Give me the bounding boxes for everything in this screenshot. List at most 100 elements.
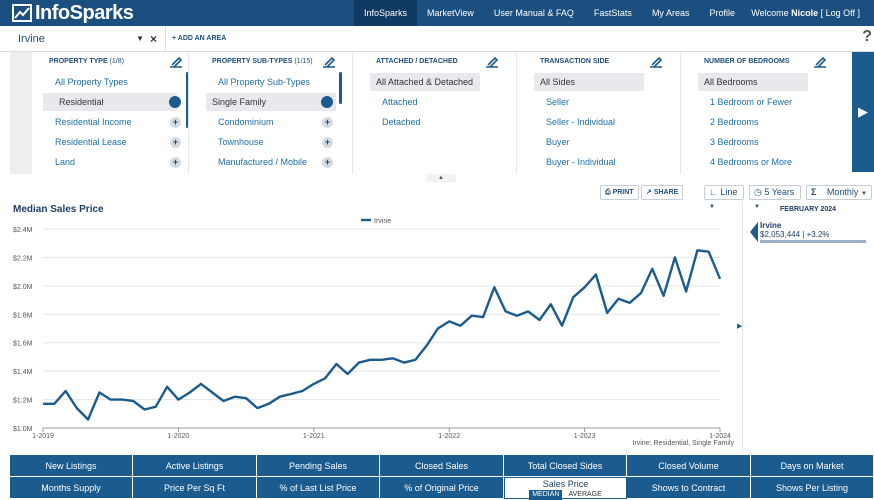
scrollbar[interactable] [186, 72, 189, 128]
collapse-filters-icon[interactable]: ▲ [426, 174, 456, 182]
metric-sales-price[interactable]: Sales Price MEDIAN AVERAGE [504, 477, 627, 500]
expand-side-icon[interactable]: ▶ [737, 323, 743, 330]
nav-marketview[interactable]: MarketView [427, 8, 474, 18]
option-2-bedrooms[interactable]: 2 Bedrooms [710, 117, 759, 127]
share-icon: ↗ [646, 189, 652, 196]
remove-area-icon[interactable]: × [150, 32, 158, 46]
next-filters-arrow-icon[interactable]: ▶ [852, 52, 874, 172]
metric-pct-original-price[interactable]: % of Original Price [380, 477, 504, 499]
divider [516, 52, 517, 174]
time-range-dropdown[interactable]: ◷ 5 Years ▼ [749, 185, 801, 210]
option-all-bedrooms[interactable]: All Bedrooms [698, 73, 808, 91]
metric-shows-per-listing[interactable]: Shows Per Listing [751, 477, 874, 499]
option-detached[interactable]: Detached [382, 117, 421, 127]
option-residential[interactable]: Residential [43, 93, 177, 111]
logoff-link[interactable]: [ Log Off ] [820, 8, 860, 18]
chevron-down-icon: ▼ [860, 191, 867, 197]
sort-icon[interactable] [485, 56, 499, 68]
divider [352, 52, 353, 174]
filter-transaction-side: TRANSACTION SIDE All Sides Seller Seller… [512, 52, 674, 174]
add-area-button[interactable]: + ADD AN AREA [172, 35, 227, 42]
filter-left-strip [10, 52, 32, 174]
metric-months-supply[interactable]: Months Supply [10, 477, 133, 499]
metric-shows-to-contract[interactable]: Shows to Contract [627, 477, 751, 499]
add-option-icon[interactable]: + [170, 137, 181, 148]
metric-price-per-sq-ft[interactable]: Price Per Sq Ft [133, 477, 257, 499]
nav-infosparks[interactable]: InfoSparks [354, 0, 418, 26]
option-seller[interactable]: Seller [546, 97, 570, 107]
y-tick-label: $1.2M [13, 398, 33, 405]
option-buyer-individual[interactable]: Buyer - Individual [546, 157, 616, 167]
option-all-property-types[interactable]: All Property Types [55, 77, 128, 87]
interval-dropdown[interactable]: Σ Monthly ▼ [806, 185, 872, 200]
divider [188, 52, 189, 174]
x-tick-label: 1-2020 [168, 433, 190, 440]
sort-icon[interactable] [322, 56, 336, 68]
mode-average[interactable]: AVERAGE [568, 491, 602, 498]
share-button[interactable]: ↗ SHARE [641, 185, 684, 200]
sales-price-mode-toggle: MEDIAN AVERAGE [505, 490, 626, 500]
option-all-attached-detached[interactable]: All Attached & Detached [370, 73, 480, 91]
sort-icon[interactable] [813, 56, 827, 68]
logo-chart-icon [12, 4, 32, 22]
clock-icon: ◷ [754, 187, 762, 197]
option-4-bedrooms[interactable]: 4 Bedrooms or More [710, 157, 793, 167]
option-single-family[interactable]: Single Family [206, 93, 336, 111]
option-manufactured-mobile[interactable]: Manufactured / Mobile [218, 157, 308, 167]
help-icon[interactable]: ? [862, 28, 872, 45]
option-townhouse[interactable]: Townhouse [218, 137, 264, 147]
sort-icon[interactable] [649, 56, 663, 68]
option-1-bedroom[interactable]: 1 Bedroom or Fewer [710, 97, 793, 107]
welcome-prefix: Welcome [751, 8, 789, 18]
chevron-down-icon: ▼ [754, 204, 760, 210]
add-option-icon[interactable]: + [322, 157, 333, 168]
chart-type-dropdown[interactable]: ∟ Line ▼ [704, 185, 744, 210]
selected-dot-icon[interactable] [321, 96, 333, 108]
nav-faststats[interactable]: FastStats [593, 8, 632, 18]
option-3-bedrooms[interactable]: 3 Bedrooms [710, 137, 759, 147]
divider [680, 52, 681, 174]
print-button[interactable]: ⎙ PRINT [600, 185, 639, 200]
metric-pending-sales[interactable]: Pending Sales [257, 455, 380, 477]
infosparks-logo[interactable]: InfoSparks [12, 2, 134, 24]
option-condominium[interactable]: Condominium [218, 117, 274, 127]
option-residential-income[interactable]: Residential Income [55, 117, 132, 127]
option-all-sub-types[interactable]: All Property Sub-Types [218, 77, 311, 87]
metric-active-listings[interactable]: Active Listings [133, 455, 257, 477]
metric-total-closed-sides[interactable]: Total Closed Sides [504, 455, 627, 477]
metric-closed-sales[interactable]: Closed Sales [380, 455, 504, 477]
hover-value: $2,053,444 | +3.2% [760, 230, 830, 239]
option-seller-individual[interactable]: Seller - Individual [546, 117, 616, 127]
add-option-icon[interactable]: + [322, 117, 333, 128]
median-sales-price-chart[interactable]: $1.0M $1.2M $1.4M $1.6M $1.8M $2.0M $2.2M $2.4M… [0, 210, 742, 454]
sort-icon[interactable] [169, 56, 183, 68]
mode-median[interactable]: MEDIAN [529, 490, 563, 500]
option-attached[interactable]: Attached [382, 97, 418, 107]
metric-new-listings[interactable]: New Listings [10, 455, 133, 477]
nav-my-areas[interactable]: My Areas [651, 8, 690, 18]
hover-pointer-icon [750, 222, 758, 242]
metric-closed-volume[interactable]: Closed Volume [627, 455, 751, 477]
add-option-icon[interactable]: + [322, 137, 333, 148]
metric-pct-last-list-price[interactable]: % of Last List Price [257, 477, 380, 499]
sales-price-label: Sales Price [542, 479, 589, 489]
scrollbar[interactable] [339, 72, 342, 104]
option-residential-lease[interactable]: Residential Lease [55, 137, 127, 147]
area-dropdown[interactable]: Irvine ▼ [12, 30, 146, 48]
series-line-irvine [43, 249, 722, 421]
area-bar: Irvine ▼ × + ADD AN AREA ? [0, 26, 874, 52]
option-buyer[interactable]: Buyer [546, 137, 570, 147]
filter-panel: PROPERTY TYPE (1/8) All Property Types R… [10, 52, 850, 174]
metric-days-on-market[interactable]: Days on Market [751, 455, 874, 477]
add-option-icon[interactable]: + [170, 157, 181, 168]
filter-property-type: PROPERTY TYPE (1/8) All Property Types R… [21, 52, 189, 174]
legend-label: Irvine [374, 218, 391, 225]
option-all-sides[interactable]: All Sides [534, 73, 644, 91]
option-land[interactable]: Land [55, 157, 76, 167]
selected-dot-icon[interactable] [169, 96, 181, 108]
filter-heading: TRANSACTION SIDE [540, 58, 610, 65]
nav-profile[interactable]: Profile [709, 8, 735, 18]
x-tick-label: 1-2019 [32, 433, 54, 440]
add-option-icon[interactable]: + [170, 117, 181, 128]
nav-user-manual[interactable]: User Manual & FAQ [493, 8, 574, 18]
